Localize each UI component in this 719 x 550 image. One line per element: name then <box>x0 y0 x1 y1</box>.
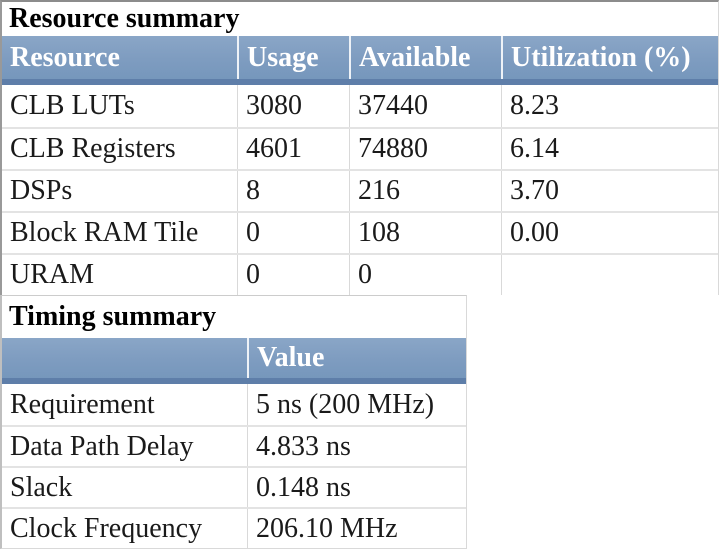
resource-name-cell: DSPs <box>10 175 73 206</box>
timing-summary-title: Timing summary <box>2 296 466 338</box>
usage-cell: 3080 <box>237 85 349 127</box>
utilization-cell: 8.23 <box>501 85 718 127</box>
timing-table-header-row: Value <box>2 338 466 384</box>
timing-value-cell: 5 ns (200 MHz) <box>247 384 466 425</box>
table-row: CLB Registers 4601 74880 6.14 <box>2 127 718 169</box>
usage-cell: 4601 <box>237 129 349 169</box>
resource-name-cell: CLB LUTs <box>10 90 135 121</box>
table-row: Block RAM Tile 0 108 0.00 <box>2 211 718 253</box>
timing-header-blank <box>2 338 247 378</box>
timing-metric-cell: Requirement <box>10 388 155 420</box>
timing-metric-cell: Slack <box>10 471 73 503</box>
usage-cell: 8 <box>237 171 349 211</box>
utilization-cell: 0.00 <box>501 213 718 253</box>
timing-metric-cell: Clock Frequency <box>10 512 203 544</box>
resource-summary-title: Resource summary <box>2 2 718 36</box>
resource-table-header-row: Resource Usage Available Utilization (%) <box>2 36 718 85</box>
available-cell: 216 <box>349 171 501 211</box>
table-row: Requirement 5 ns (200 MHz) <box>2 384 466 425</box>
available-cell: 37440 <box>349 85 501 127</box>
utilization-cell: 3.70 <box>501 171 718 211</box>
utilization-cell: 6.14 <box>501 129 718 169</box>
timing-metric-cell: Data Path Delay <box>10 430 194 462</box>
timing-value-cell: 4.833 ns <box>247 427 466 466</box>
resource-name-cell: Block RAM Tile <box>10 217 199 248</box>
table-row: URAM 0 0 <box>2 253 718 295</box>
available-cell: 108 <box>349 213 501 253</box>
resource-name-cell: URAM <box>10 259 95 290</box>
timing-summary-table: Timing summary Value Requirement 5 ns (2… <box>0 295 467 549</box>
resource-header-usage: Usage <box>237 36 349 79</box>
usage-cell: 0 <box>237 255 349 295</box>
timing-value-cell: 0.148 ns <box>247 468 466 507</box>
utilization-cell <box>501 255 718 295</box>
available-cell: 0 <box>349 255 501 295</box>
resource-header-utilization: Utilization (%) <box>501 36 718 79</box>
resource-summary-table: Resource summary Resource Usage Availabl… <box>0 0 719 295</box>
table-row: CLB LUTs 3080 37440 8.23 <box>2 85 718 127</box>
table-row: Slack 0.148 ns <box>2 466 466 507</box>
table-row: DSPs 8 216 3.70 <box>2 169 718 211</box>
timing-value-cell: 206.10 MHz <box>247 509 466 548</box>
resource-name-cell: CLB Registers <box>10 133 176 164</box>
resource-header-available: Available <box>349 36 501 79</box>
table-row: Data Path Delay 4.833 ns <box>2 425 466 466</box>
available-cell: 74880 <box>349 129 501 169</box>
resource-header-resource: Resource <box>10 41 120 73</box>
timing-header-value: Value <box>247 338 466 378</box>
usage-cell: 0 <box>237 213 349 253</box>
table-row: Clock Frequency 206.10 MHz <box>2 507 466 548</box>
